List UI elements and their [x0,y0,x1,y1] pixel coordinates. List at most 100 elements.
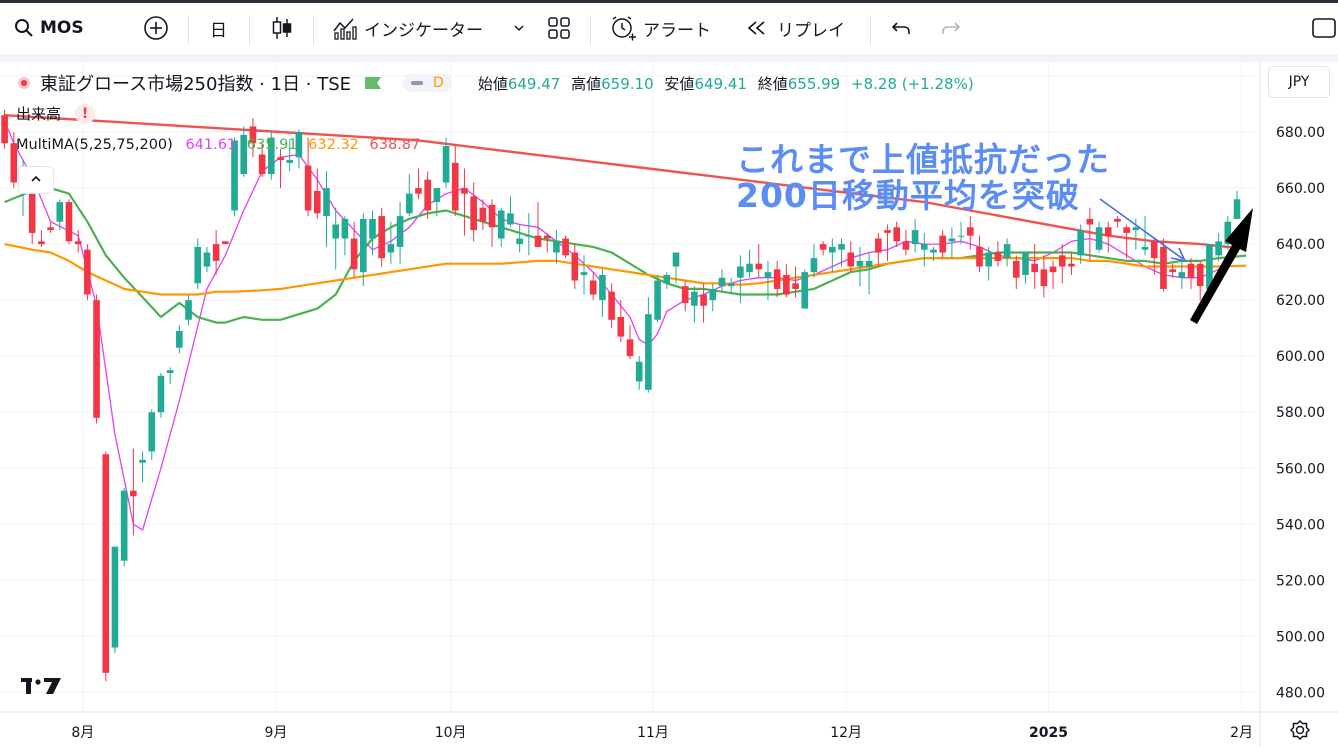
candle-body [341,218,349,239]
annotation-pointer-arrowhead [1170,247,1187,263]
price-chart[interactable]: 700.00680.00660.00640.00620.00600.00580.… [0,62,1338,747]
rewind-icon [745,18,769,38]
candle [212,230,220,275]
ma-line-ma200 [4,114,1247,249]
candle [1224,216,1232,250]
candle [718,269,726,292]
layout-button[interactable] [547,6,571,50]
candle-body [1215,241,1222,256]
candle-body [856,260,864,267]
candle [589,272,597,301]
candle [608,283,615,329]
candle [553,230,560,264]
candle-body [1132,227,1140,231]
high-label: 高値 [571,74,602,93]
candle-body [139,459,146,463]
interval-button[interactable]: 日 [210,6,227,50]
candle-body [966,227,974,236]
candle [930,246,937,261]
chevron-down-icon [512,21,526,35]
data-delay-badge[interactable]: D [403,74,452,92]
candle [727,277,735,295]
add-symbol-button[interactable] [143,6,169,50]
candle [433,188,441,217]
candle-body [1187,263,1195,278]
candle [783,263,790,298]
candle [801,269,809,309]
candle-body [93,300,100,418]
candle-body [709,288,717,301]
candle-body [323,188,330,217]
indicators-dropdown[interactable] [512,6,526,50]
candle-body [764,272,772,278]
candle-body [111,546,119,648]
candle-body [902,241,910,250]
candle-body [258,154,266,175]
candle [102,451,110,682]
symbol-title[interactable]: 東証グロース市場250指数 · 1日 · TSE [40,74,352,95]
candle-body [755,263,763,270]
currency-button[interactable]: JPY [1268,66,1330,98]
candle [130,448,137,536]
candle [65,199,73,245]
candle [240,126,248,177]
candle [948,227,956,259]
candle [185,294,192,326]
candle-body [56,202,64,222]
undo-button[interactable] [890,6,912,50]
symbol-search-button[interactable]: MOS [14,6,84,50]
undo-icon [890,18,912,38]
settings-button[interactable] [1287,719,1313,745]
time-tick-label: 12月 [830,725,862,741]
chart-area: 700.00680.00660.00640.00620.00600.00580.… [0,62,1338,747]
volume-label[interactable]: 出来高 [16,105,62,123]
candle [1022,252,1029,284]
candle [1049,260,1057,289]
ma-indicator-label[interactable]: MultiMA(5,25,75,200) [16,137,173,153]
candle-body [405,193,413,214]
candle [1215,232,1222,261]
delay-badge-label: D [433,75,444,91]
chart-type-button[interactable] [270,6,294,50]
alert-button[interactable]: アラート [609,6,711,50]
candle [1104,221,1112,253]
collapse-legend-button[interactable] [18,166,54,194]
candle [120,487,128,567]
candle [663,272,671,289]
price-tick-label: 520.00 [1276,573,1325,589]
candle [203,246,211,273]
candle-body [1123,227,1130,233]
high-value: 659.10 [601,74,654,93]
candle [139,451,146,483]
candle-body [1040,269,1048,287]
time-tick-label: 2月 [1230,725,1253,741]
warning-icon[interactable]: ! [75,103,96,124]
low-value: 649.41 [694,74,747,93]
candle-body [562,238,569,256]
fullscreen-button[interactable] [1311,6,1337,50]
gear-icon [1289,719,1311,745]
replay-button[interactable]: リプレイ [745,6,845,50]
annotation-line-1: これまで上値抵抗だった [736,140,1110,179]
candle-body [387,244,395,253]
price-tick-label: 660.00 [1276,181,1325,197]
candle [461,168,468,236]
candle-body [249,126,257,144]
indicators-button[interactable]: インジケーター [332,6,483,50]
candle-body [194,246,202,284]
candle-body [1178,272,1186,278]
candle [47,221,54,233]
candle [672,252,680,284]
candle [764,260,772,301]
candle-body [654,280,661,320]
candle-body [424,179,431,211]
candle [74,230,82,253]
candle [1077,224,1084,264]
candle [1058,244,1066,284]
candle-body [672,252,680,267]
candle-body [415,188,422,194]
candle [966,216,974,250]
redo-button[interactable] [940,6,962,50]
time-tick-label: 9月 [264,725,287,741]
candle-body [1196,263,1204,287]
